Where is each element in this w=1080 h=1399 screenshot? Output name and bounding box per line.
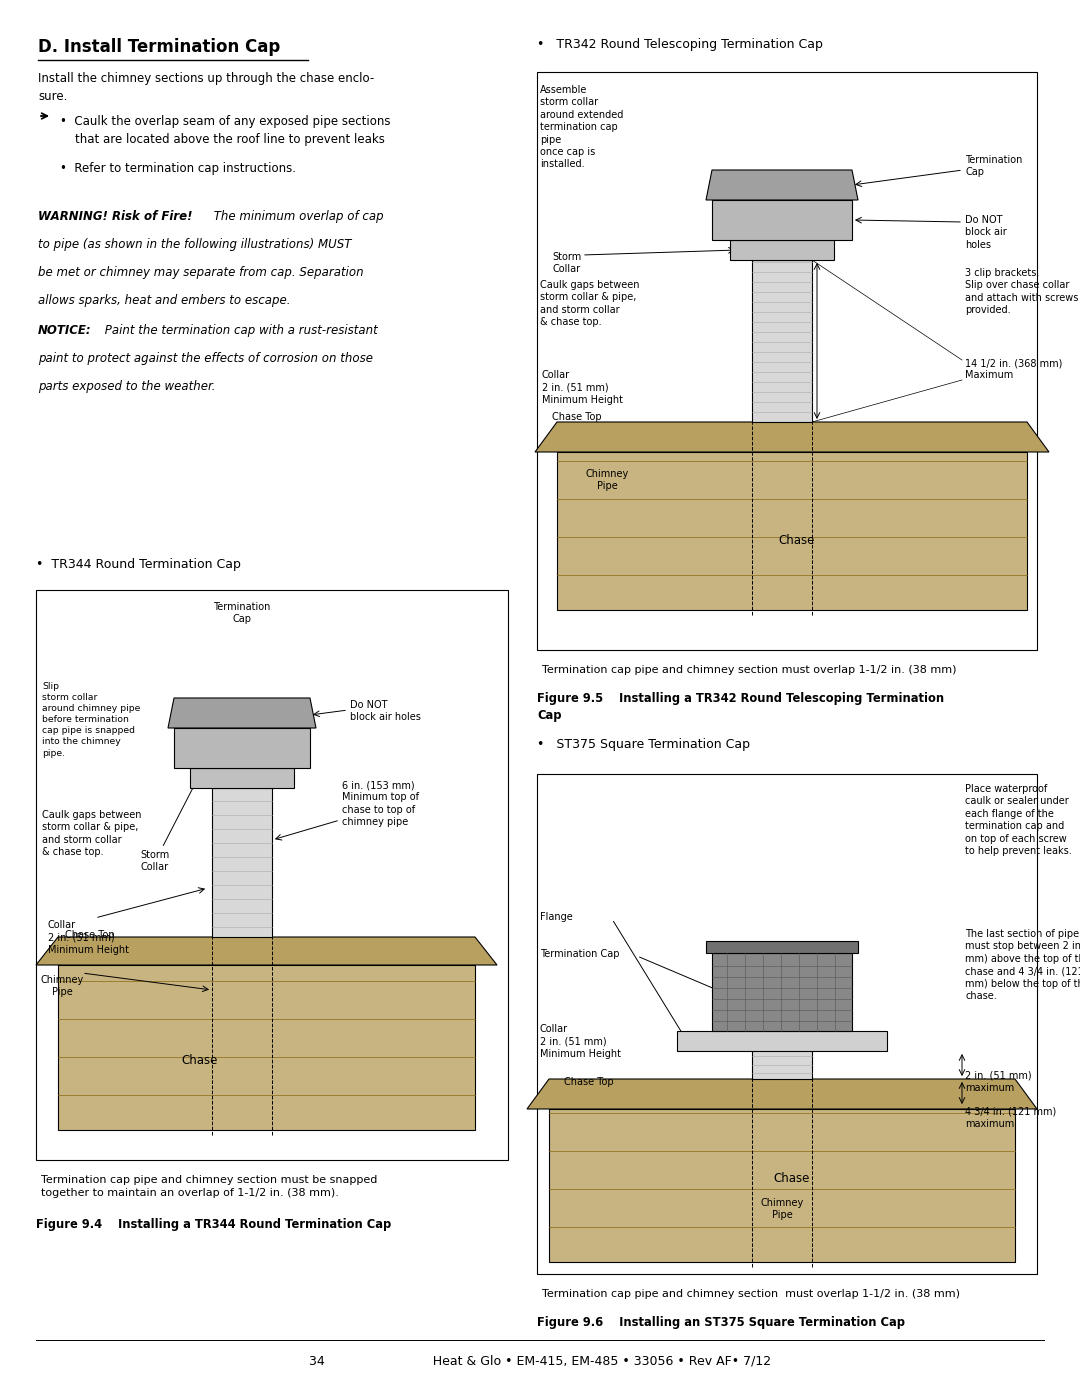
Text: Termination cap pipe and chimney section must be snapped
together to maintain an: Termination cap pipe and chimney section… [41, 1175, 377, 1198]
Text: D. Install Termination Cap: D. Install Termination Cap [38, 38, 280, 56]
Bar [712, 200, 852, 241]
Bar [752, 260, 812, 422]
Text: Chase Top: Chase Top [65, 930, 114, 940]
Text: 4 3/4 in. (121 mm)
maximum: 4 3/4 in. (121 mm) maximum [966, 1107, 1056, 1129]
Text: Install the chimney sections up through the chase enclo-
sure.: Install the chimney sections up through … [38, 71, 375, 102]
Polygon shape [36, 937, 497, 965]
Text: •   ST375 Square Termination Cap: • ST375 Square Termination Cap [537, 739, 750, 751]
Text: Figure 9.4    Installing a TR344 Round Termination Cap: Figure 9.4 Installing a TR344 Round Term… [36, 1219, 391, 1231]
Text: Chase Top: Chase Top [564, 1077, 613, 1087]
Text: Figure 9.5    Installing a TR342 Round Telescoping Termination
Cap: Figure 9.5 Installing a TR342 Round Tele… [537, 693, 944, 722]
Text: Collar
2 in. (51 mm)
Minimum Height: Collar 2 in. (51 mm) Minimum Height [542, 369, 623, 404]
Text: Place waterproof
caulk or sealer under
each flange of the
termination cap and
on: Place waterproof caulk or sealer under e… [966, 783, 1071, 856]
Polygon shape [168, 698, 316, 727]
Text: Termination cap pipe and chimney section  must overlap 1-1/2 in. (38 mm): Termination cap pipe and chimney section… [542, 1288, 960, 1300]
Text: 6 in. (153 mm)
Minimum top of
chase to top of
chimney pipe: 6 in. (153 mm) Minimum top of chase to t… [342, 781, 419, 827]
Text: Flange: Flange [540, 912, 572, 922]
Bar [712, 953, 852, 1031]
Text: 2 in. (51 mm)
maximum: 2 in. (51 mm) maximum [966, 1072, 1031, 1094]
Text: Caulk gaps between
storm collar & pipe,
and storm collar
& chase top.: Caulk gaps between storm collar & pipe, … [42, 810, 141, 858]
Text: Do NOT
block air holes: Do NOT block air holes [350, 700, 421, 722]
Bar [557, 452, 1027, 610]
Text: to pipe (as shown in the following illustrations) MUST: to pipe (as shown in the following illus… [38, 238, 351, 250]
Text: 3 clip brackets.
Slip over chase collar
and attach with screws
provided.: 3 clip brackets. Slip over chase collar … [966, 269, 1078, 315]
Text: Paint the termination cap with a rust-resistant: Paint the termination cap with a rust-re… [102, 325, 378, 337]
Text: Termination cap pipe and chimney section must overlap 1-1/2 in. (38 mm): Termination cap pipe and chimney section… [542, 665, 957, 674]
Text: be met or chimney may separate from cap. Separation: be met or chimney may separate from cap.… [38, 266, 364, 278]
Bar [58, 965, 475, 1130]
Text: •  Refer to termination cap instructions.: • Refer to termination cap instructions. [60, 162, 296, 175]
Text: •  Caulk the overlap seam of any exposed pipe sections
    that are located abov: • Caulk the overlap seam of any exposed … [60, 115, 391, 145]
Text: paint to protect against the effects of corrosion on those: paint to protect against the effects of … [38, 353, 373, 365]
Text: Chase: Chase [773, 1172, 810, 1185]
Bar [537, 71, 1037, 651]
Text: NOTICE:: NOTICE: [38, 325, 92, 337]
Text: parts exposed to the weather.: parts exposed to the weather. [38, 381, 216, 393]
Polygon shape [706, 171, 858, 200]
Text: allows sparks, heat and embers to escape.: allows sparks, heat and embers to escape… [38, 294, 291, 306]
Text: •   TR342 Round Telescoping Termination Cap: • TR342 Round Telescoping Termination Ca… [537, 38, 823, 50]
Text: Caulk gaps between
storm collar & pipe,
and storm collar
& chase top.: Caulk gaps between storm collar & pipe, … [540, 280, 639, 327]
Text: 34                           Heat & Glo • EM-415, EM-485 • 33056 • Rev AF• 7/12: 34 Heat & Glo • EM-415, EM-485 • 33056 •… [309, 1356, 771, 1368]
Text: The last section of pipe
must stop between 2 in. (51
mm) above the top of the
ch: The last section of pipe must stop betwe… [966, 929, 1080, 1002]
Text: Collar
2 in. (51 mm)
Minimum Height: Collar 2 in. (51 mm) Minimum Height [48, 921, 129, 954]
Bar [752, 1031, 812, 1079]
Text: Storm
Collar: Storm Collar [140, 851, 170, 873]
Bar [730, 241, 834, 260]
Text: Slip
storm collar
around chimney pipe
before termination
cap pipe is snapped
int: Slip storm collar around chimney pipe be… [42, 681, 140, 758]
Bar [190, 768, 294, 788]
Text: Assemble
storm collar
around extended
termination cap
pipe
once cap is
installed: Assemble storm collar around extended te… [540, 85, 623, 169]
Text: Storm
Collar: Storm Collar [552, 252, 582, 274]
Text: 14 1/2 in. (368 mm)
Maximum: 14 1/2 in. (368 mm) Maximum [966, 358, 1063, 381]
Text: The minimum overlap of cap: The minimum overlap of cap [210, 210, 383, 222]
Text: WARNING! Risk of Fire!: WARNING! Risk of Fire! [38, 210, 192, 222]
Text: Termination
Cap: Termination Cap [966, 155, 1023, 178]
Text: •  TR344 Round Termination Cap: • TR344 Round Termination Cap [36, 558, 241, 571]
Bar [549, 1109, 1015, 1262]
Text: Figure 9.6    Installing an ST375 Square Termination Cap: Figure 9.6 Installing an ST375 Square Te… [537, 1316, 905, 1329]
Bar [677, 1031, 887, 1051]
Polygon shape [535, 422, 1049, 452]
Text: Do NOT
block air
holes: Do NOT block air holes [966, 215, 1007, 250]
Text: Chase Top: Chase Top [552, 411, 602, 422]
Bar [706, 942, 858, 953]
Text: Chimney
Pipe: Chimney Pipe [40, 975, 83, 997]
Bar [174, 727, 310, 768]
Text: Chase: Chase [779, 533, 815, 547]
Text: Chimney
Pipe: Chimney Pipe [760, 1198, 804, 1220]
Bar [36, 590, 508, 1160]
Bar [537, 774, 1037, 1274]
Bar [212, 788, 272, 937]
Text: Termination
Cap: Termination Cap [214, 602, 271, 624]
Text: Termination Cap: Termination Cap [540, 949, 620, 958]
Polygon shape [527, 1079, 1037, 1109]
Text: Chase: Chase [181, 1053, 218, 1066]
Text: Collar
2 in. (51 mm)
Minimum Height: Collar 2 in. (51 mm) Minimum Height [540, 1024, 621, 1059]
Text: Chimney
Pipe: Chimney Pipe [585, 469, 629, 491]
